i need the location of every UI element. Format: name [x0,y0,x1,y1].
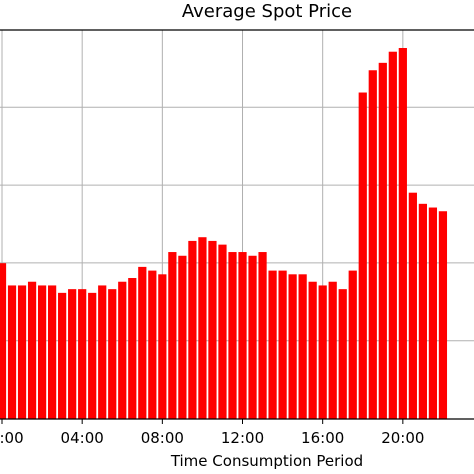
bar [308,281,317,419]
axes [0,29,474,424]
bar [248,255,257,419]
bar [0,263,7,419]
bar [208,240,217,419]
bar [278,270,287,419]
x-tick-label: 08:00 [141,429,184,447]
bar [178,255,187,419]
bar [88,292,97,419]
bar [198,237,207,419]
bar [128,278,137,419]
bar [228,252,237,419]
bar [158,274,167,419]
bar [348,270,357,419]
bar [298,274,307,419]
bar [58,292,67,419]
bar [268,270,277,419]
bar [188,240,197,419]
x-tick-labels: 00:00 04:00 08:00 12:00 16:00 20:00 [0,429,424,447]
bar [37,285,47,419]
bars [0,48,448,420]
bar [258,252,267,419]
bar [148,270,157,419]
chart-title: Average Spot Price [181,1,353,22]
bar [17,285,27,419]
bar [328,281,337,419]
bar [438,211,448,419]
bar [358,92,367,420]
x-tick-label: 00:00 [0,429,24,447]
bar [78,289,87,419]
bar [27,281,37,419]
bar [68,289,77,419]
x-tick-label: 12:00 [221,429,264,447]
bar [338,289,347,419]
bar [388,51,397,420]
bar [98,285,107,419]
x-tick-label: 16:00 [301,429,344,447]
bar [378,62,387,420]
bar [7,285,17,419]
bar [48,285,57,419]
bar [168,252,177,419]
bar [318,285,327,419]
bar [408,192,417,419]
bar [238,252,247,419]
bar [368,70,377,419]
bar [218,244,227,419]
x-axis-label: Time Consumption Period [170,452,364,470]
x-tick-label: 04:00 [61,429,104,447]
bar [428,207,438,419]
bar [288,274,297,419]
x-tick-label: 20:00 [381,429,424,447]
bar [118,281,127,419]
bar [138,266,147,419]
bar [398,48,407,419]
bar [108,289,117,419]
bar [418,203,427,419]
